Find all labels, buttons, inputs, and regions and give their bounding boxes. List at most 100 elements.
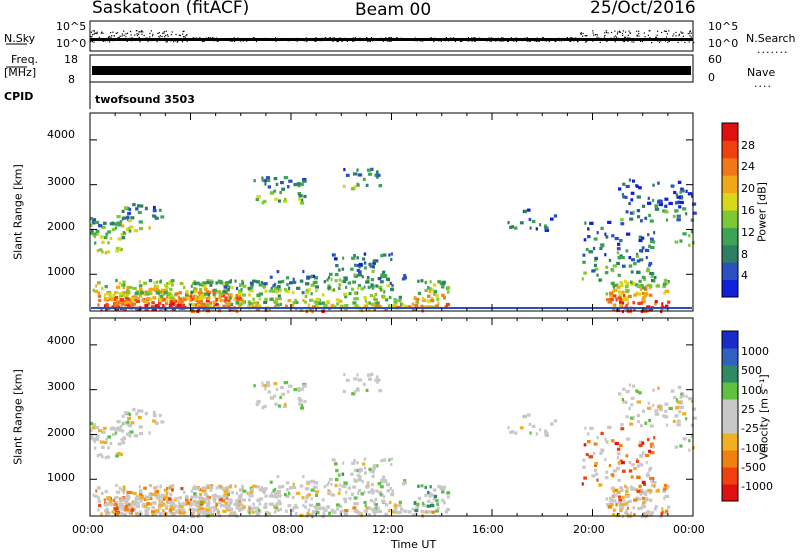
power-cell xyxy=(200,293,204,298)
power-cell xyxy=(429,280,432,284)
nsky-point xyxy=(165,41,167,43)
velocity-cell xyxy=(178,502,183,506)
velocity-cell xyxy=(119,424,123,429)
velocity-cell xyxy=(120,488,124,492)
velocity-cell xyxy=(221,499,226,503)
power-cell xyxy=(248,293,251,297)
power-cell xyxy=(123,283,126,287)
nsky-point xyxy=(677,41,679,43)
power-cell xyxy=(664,197,669,201)
power-cell xyxy=(283,176,289,180)
velocity-cell xyxy=(625,495,630,499)
velocity-cell xyxy=(137,512,141,516)
velocity-cell xyxy=(138,489,143,493)
colorbar-frame xyxy=(721,122,739,298)
power-cell xyxy=(219,299,224,303)
velocity-cell xyxy=(238,507,243,512)
velocity-cell xyxy=(228,501,232,505)
velocity-cell xyxy=(654,409,659,413)
velocity-cell xyxy=(295,511,298,516)
power-cell xyxy=(153,307,157,311)
velocity-cell xyxy=(228,490,231,494)
velocity-cell xyxy=(620,423,624,427)
nsky-point xyxy=(661,31,663,34)
power-cell xyxy=(270,286,273,291)
power-cell xyxy=(662,284,666,288)
velocity-cell xyxy=(116,452,119,456)
velocity-cell xyxy=(356,461,359,465)
power-cell xyxy=(205,303,210,307)
power-cell xyxy=(238,302,243,307)
nsky-point xyxy=(636,35,638,37)
velocity-cell xyxy=(427,510,432,514)
power-cell xyxy=(328,272,333,276)
power-cell xyxy=(374,298,379,302)
velocity-cell xyxy=(144,508,149,513)
nsky-point xyxy=(162,32,164,34)
nsky-point xyxy=(430,37,432,39)
xtick: 08:00 xyxy=(272,523,304,536)
power-cell xyxy=(646,233,650,237)
velocity-cell xyxy=(585,452,589,457)
nsky-point xyxy=(336,40,338,42)
power-cell xyxy=(609,298,614,302)
power-cell xyxy=(649,239,653,243)
velocity-cell xyxy=(661,510,665,514)
power-cell xyxy=(135,299,140,304)
velocity-cell xyxy=(201,507,206,511)
nsky-point xyxy=(688,41,690,43)
velocity-cell xyxy=(594,463,597,467)
power-cell xyxy=(291,290,295,295)
velocity-cell xyxy=(93,439,97,444)
power-cell xyxy=(212,292,216,296)
power-cell xyxy=(376,173,381,177)
velocity-cell xyxy=(345,490,348,494)
nsky-point xyxy=(474,40,476,42)
power-cell xyxy=(121,224,125,228)
power-cell xyxy=(652,240,656,244)
power-cell xyxy=(272,289,275,293)
nsky-point xyxy=(333,37,335,39)
velocity-cell xyxy=(169,501,174,505)
velocity-cell xyxy=(125,504,128,508)
nsky-point xyxy=(108,35,110,38)
nsky-point xyxy=(603,36,606,38)
power-cell xyxy=(415,300,420,304)
power-cell xyxy=(611,234,615,238)
velocity-cell xyxy=(114,502,117,506)
power-cell xyxy=(617,273,621,277)
power-cell xyxy=(420,304,424,308)
velocity-cell xyxy=(612,489,616,493)
power-cell xyxy=(624,279,627,283)
power-cell xyxy=(403,276,407,280)
power-cell xyxy=(663,291,666,295)
velocity-cbar-tick: -100 xyxy=(741,442,766,455)
power-cell xyxy=(154,304,160,308)
velocity-cell xyxy=(618,498,623,503)
velocity-cell xyxy=(154,509,160,513)
velocity-cell xyxy=(129,430,134,434)
power-cell xyxy=(381,294,386,298)
nsky-point xyxy=(130,30,132,33)
nsky-point xyxy=(648,30,650,32)
velocity-cell xyxy=(388,458,391,462)
velocity-cell xyxy=(116,420,121,424)
power-cell xyxy=(127,290,131,294)
velocity-cell xyxy=(415,505,420,509)
nsky-point xyxy=(445,37,448,39)
velocity-cell xyxy=(114,506,119,511)
velocity-cell xyxy=(214,508,219,512)
velocity-cell xyxy=(620,427,625,431)
velocity-cell xyxy=(645,460,648,465)
nsky-point xyxy=(396,37,398,39)
velocity-cell xyxy=(342,461,345,465)
velocity-cell xyxy=(356,373,359,377)
velocity-cell xyxy=(102,426,107,430)
power-cell xyxy=(292,301,296,305)
colorbar-segment xyxy=(722,140,738,159)
power-cell xyxy=(308,298,314,302)
nsky-point xyxy=(570,37,572,39)
power-cell xyxy=(150,297,153,301)
velocity-cell xyxy=(283,381,289,385)
power-cell xyxy=(625,249,629,253)
